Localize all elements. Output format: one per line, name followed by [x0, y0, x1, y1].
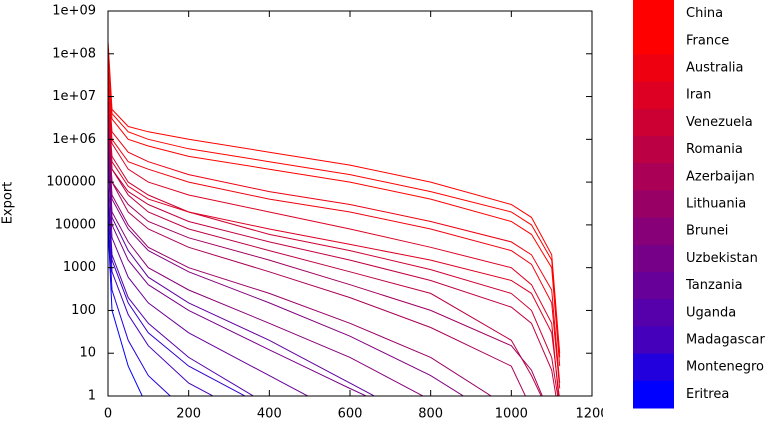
legend-label: Venezuela	[686, 115, 753, 130]
series-line	[108, 118, 526, 396]
legend-swatch	[633, 163, 674, 191]
series-line	[108, 139, 425, 396]
series-line	[108, 194, 215, 396]
series-line	[108, 109, 542, 396]
series-line	[108, 126, 493, 396]
series-line	[108, 100, 559, 396]
x-tick-label: 400	[257, 407, 282, 421]
series-line	[108, 211, 172, 396]
legend-label: Romania	[686, 142, 743, 157]
legend-swatch	[633, 353, 674, 382]
series-line	[108, 224, 143, 396]
series-line	[108, 161, 309, 396]
legend-label: Uzbekistan	[686, 251, 758, 266]
axes: 1101001000100001000001e+061e+071e+081e+0…	[46, 4, 608, 421]
x-tick-label: 200	[176, 407, 201, 421]
y-tick-label: 1000	[63, 260, 96, 275]
legend-swatch	[633, 27, 674, 55]
x-tick-label: 1000	[495, 407, 528, 421]
legend-swatch	[633, 54, 674, 83]
legend-label: Iran	[686, 88, 711, 103]
y-tick-label: 1	[88, 389, 96, 404]
series-line	[108, 156, 376, 396]
x-tick-label: 0	[104, 407, 112, 421]
legend-label: France	[686, 33, 729, 48]
legend-label: Uganda	[686, 305, 736, 320]
y-tick-label: 1e+08	[52, 46, 96, 61]
series-line	[108, 53, 561, 358]
legend-label: Australia	[686, 61, 744, 76]
y-tick-label: 10000	[55, 217, 96, 232]
y-tick-label: 1e+06	[52, 132, 96, 147]
series-line	[108, 66, 561, 367]
series-line	[108, 126, 543, 396]
legend-label: China	[686, 6, 723, 21]
legend-swatch	[633, 299, 674, 327]
legend-swatch	[633, 81, 674, 110]
series-line	[108, 83, 561, 389]
legend-swatch	[633, 380, 674, 409]
legend-label: Eritrea	[686, 387, 729, 402]
x-tick-label: 600	[338, 407, 363, 421]
legend-swatch	[633, 190, 674, 219]
legend-label: Lithuania	[686, 197, 746, 212]
x-tick-label: 800	[418, 407, 443, 421]
series-line	[108, 182, 255, 396]
legend-swatch	[633, 217, 674, 246]
series-line	[108, 194, 247, 396]
y-tick-label: 100	[71, 303, 96, 318]
series-line	[108, 40, 561, 354]
series-line	[108, 113, 557, 396]
y-tick-label: 10	[79, 346, 96, 361]
y-tick-label: 1e+07	[52, 89, 96, 104]
legend-label: Brunei	[686, 224, 728, 239]
series-line	[108, 139, 465, 396]
legend-swatch	[633, 108, 674, 137]
legend-swatch	[633, 272, 674, 300]
x-tick-label: 1200	[575, 407, 608, 421]
legend-label: Tanzania	[685, 278, 743, 293]
y-axis-label: Export	[1, 182, 16, 225]
legend-label: Azerbaijan	[686, 169, 755, 184]
series-line	[108, 76, 561, 384]
legend-swatch	[633, 326, 674, 355]
plot-lines	[108, 40, 561, 396]
legend-swatch	[633, 136, 674, 164]
legend: China France Australia Iran Venezuela Romania…	[633, 0, 766, 409]
plot-frame	[107, 10, 593, 397]
legend-swatch	[633, 0, 674, 28]
legend-label: Madagascar	[686, 333, 766, 348]
series-line	[108, 105, 560, 396]
y-tick-label: 1e+09	[52, 4, 96, 19]
legend-swatch	[633, 244, 674, 273]
series-line	[108, 152, 368, 396]
series-line	[108, 96, 559, 396]
y-tick-label: 100000	[46, 175, 96, 190]
legend-label: Montenegro	[686, 360, 764, 375]
